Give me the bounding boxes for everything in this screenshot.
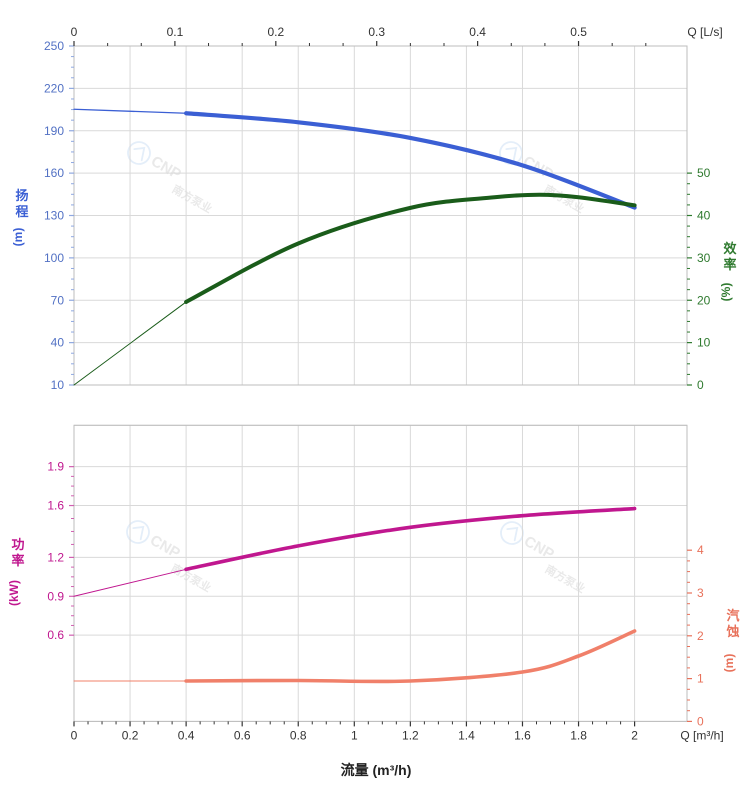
svg-text:2: 2	[697, 629, 704, 643]
svg-text:130: 130	[44, 209, 64, 223]
svg-text:0: 0	[71, 25, 78, 39]
svg-text:40: 40	[51, 336, 65, 350]
svg-text:1.6: 1.6	[514, 728, 531, 742]
svg-text:50: 50	[697, 166, 711, 180]
svg-text:0.2: 0.2	[122, 728, 139, 742]
svg-text:40: 40	[697, 209, 711, 223]
svg-text:扬: 扬	[15, 188, 28, 203]
svg-text:1.4: 1.4	[458, 728, 475, 742]
svg-text:流量 (m³/h): 流量 (m³/h)	[341, 762, 412, 778]
svg-text:(%): (%)	[719, 283, 733, 302]
svg-text:0.6: 0.6	[234, 728, 251, 742]
svg-text:4: 4	[697, 543, 704, 557]
svg-text:0: 0	[697, 714, 704, 728]
svg-text:汽: 汽	[726, 608, 739, 623]
svg-text:0.8: 0.8	[290, 728, 307, 742]
svg-text:1.2: 1.2	[47, 550, 64, 564]
svg-text:0.2: 0.2	[267, 25, 284, 39]
svg-text:20: 20	[697, 293, 711, 307]
svg-text:160: 160	[44, 166, 64, 180]
svg-text:0: 0	[71, 728, 78, 742]
svg-text:0.6: 0.6	[47, 628, 64, 642]
svg-text:程: 程	[15, 204, 28, 219]
svg-text:2: 2	[631, 728, 638, 742]
svg-text:1: 1	[351, 728, 358, 742]
svg-text:1.8: 1.8	[570, 728, 587, 742]
svg-text:0.5: 0.5	[570, 25, 587, 39]
svg-text:率: 率	[723, 257, 736, 272]
svg-text:1: 1	[697, 672, 704, 686]
svg-text:1.6: 1.6	[47, 499, 64, 513]
svg-text:(m): (m)	[11, 228, 25, 247]
svg-text:30: 30	[697, 251, 711, 265]
svg-text:100: 100	[44, 251, 64, 265]
svg-text:蚀: 蚀	[725, 624, 739, 639]
svg-text:70: 70	[51, 293, 65, 307]
svg-text:0.4: 0.4	[178, 728, 195, 742]
svg-text:250: 250	[44, 39, 64, 53]
svg-text:Q [m³/h]: Q [m³/h]	[680, 728, 723, 742]
svg-text:0: 0	[697, 378, 704, 392]
svg-text:Q [L/s]: Q [L/s]	[687, 25, 722, 39]
svg-text:1.9: 1.9	[47, 460, 64, 474]
svg-text:0.4: 0.4	[469, 25, 486, 39]
svg-text:220: 220	[44, 81, 64, 95]
svg-text:(kW): (kW)	[7, 580, 21, 606]
svg-text:效: 效	[723, 241, 737, 256]
svg-text:0.1: 0.1	[167, 25, 184, 39]
svg-text:功: 功	[11, 537, 24, 552]
svg-text:(m): (m)	[722, 654, 736, 673]
svg-text:3: 3	[697, 586, 704, 600]
svg-text:0.3: 0.3	[368, 25, 385, 39]
svg-text:190: 190	[44, 124, 64, 138]
svg-text:率: 率	[11, 553, 24, 568]
svg-text:10: 10	[697, 336, 711, 350]
svg-text:0.9: 0.9	[47, 589, 64, 603]
svg-text:1.2: 1.2	[402, 728, 419, 742]
svg-text:10: 10	[51, 378, 65, 392]
